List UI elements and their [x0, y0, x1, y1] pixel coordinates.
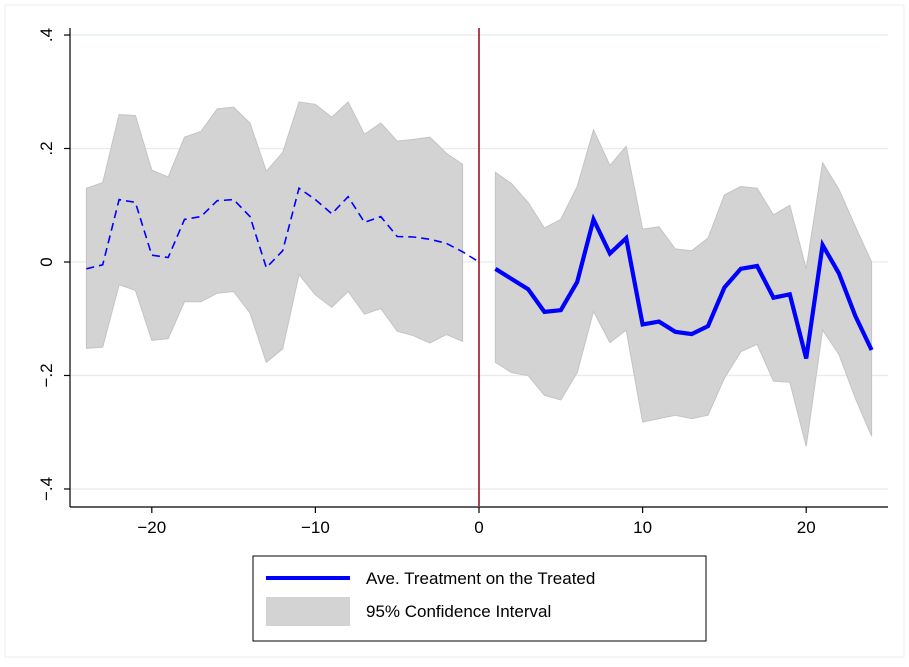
ci-band-post	[494, 128, 873, 447]
y-tick-label-3: .2	[37, 141, 56, 155]
legend-label-att: Ave. Treatment on the Treated	[366, 569, 595, 588]
axes: −.4 −.2 0 .2 .4 −20 −10 0 10 20	[37, 28, 888, 537]
x-tick-label-3: 10	[633, 518, 652, 537]
x-tick-label-4: 20	[797, 518, 816, 537]
x-tick-label-0: −20	[137, 518, 166, 537]
y-tick-label-1: −.2	[37, 363, 56, 387]
y-tick-label-4: .4	[37, 28, 56, 42]
outer-border	[4, 4, 905, 658]
x-tick-label-2: 0	[474, 518, 483, 537]
legend: Ave. Treatment on the Treated 95% Confid…	[252, 555, 707, 642]
ci-band-pre	[85, 101, 464, 364]
att-line-pre-treatment	[86, 186, 480, 270]
confidence-bands	[85, 101, 873, 447]
x-tick-label-1: −10	[301, 518, 330, 537]
legend-label-ci: 95% Confidence Interval	[366, 602, 551, 621]
legend-swatch-ci	[266, 597, 350, 626]
y-tick-label-2: 0	[37, 257, 56, 266]
series-lines	[86, 186, 874, 360]
att-line-post-treatment	[494, 213, 874, 360]
y-tick-label-0: −.4	[37, 477, 56, 501]
